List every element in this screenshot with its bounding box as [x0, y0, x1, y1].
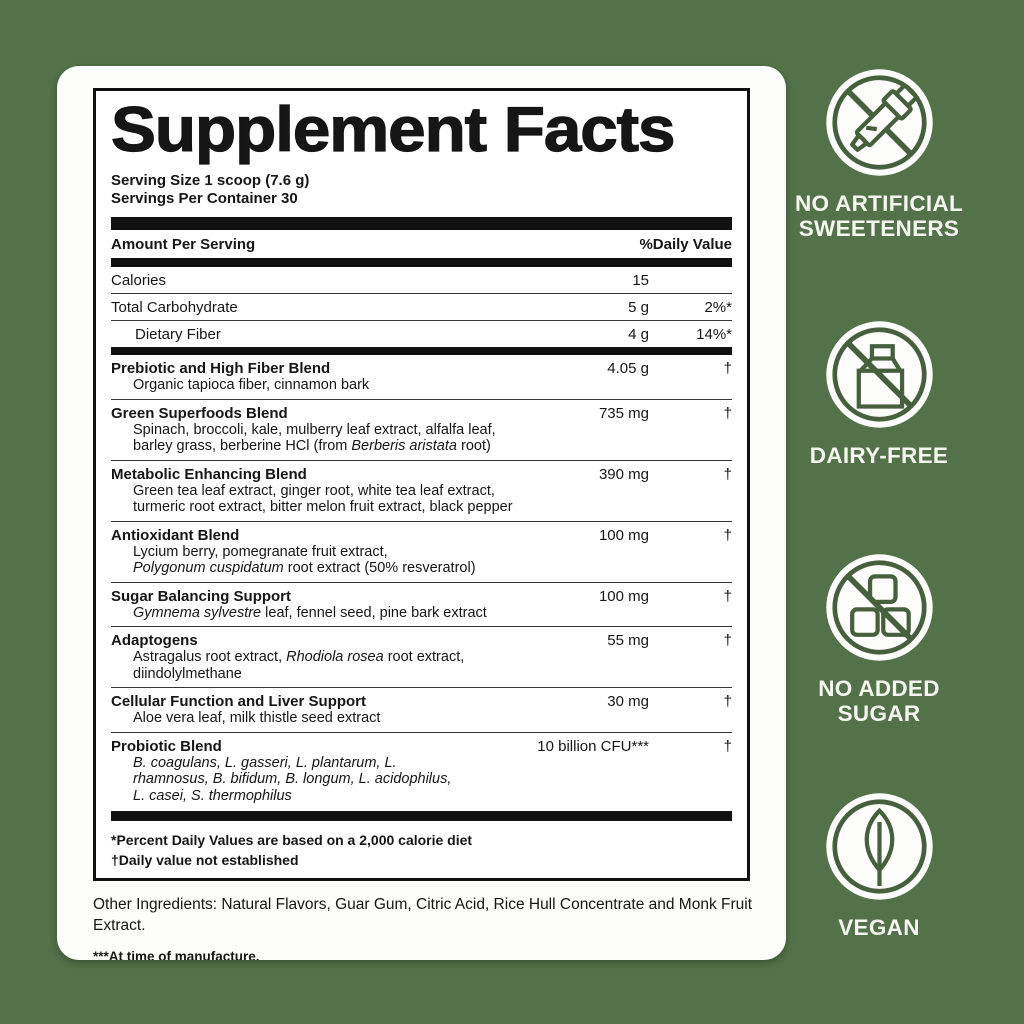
badge-no-added-sugar: NO ADDED SUGAR: [788, 551, 970, 726]
blend-header: Antioxidant Blend 100 mg †: [111, 527, 732, 544]
blend-amt: 4.05 g: [607, 360, 649, 377]
blend-row: Cellular Function and Liver Support 30 mg…: [111, 687, 732, 732]
facts-box: Supplement Facts Serving Size 1 scoop (7…: [93, 88, 750, 881]
footnote-daily-value: †Daily value not established: [111, 852, 299, 868]
blend-ingredients-line: L. casei, S. thermophilus: [133, 787, 292, 804]
nutrient-nname: Calories: [111, 272, 167, 289]
blend-bname: Probiotic Blend: [111, 737, 222, 755]
blend-header: Prebiotic and High Fiber Blend 4.05 g †: [111, 360, 732, 377]
blend-amt: 100 mg: [598, 587, 649, 605]
blend-bname: Green Superfoods Blend: [111, 404, 288, 422]
blend-header: Probiotic Blend 10 billion CFU*** †: [111, 738, 732, 755]
divider-bar-medium: [111, 347, 732, 355]
vegan-icon: [825, 793, 933, 900]
footnote-percent-daily-values: *Percent Daily Values are based on a 2,0…: [111, 832, 473, 848]
nutrient-amt: 15: [632, 272, 649, 289]
blend-amt: 30 mg: [607, 693, 649, 710]
blend-header: Sugar Balancing Support 100 mg †: [111, 588, 732, 605]
blend-header: Green Superfoods Blend 735 mg †: [111, 405, 732, 422]
blend-row: Probiotic Blend 10 billion CFU*** † B. coag…: [111, 731, 732, 810]
blend-row: Antioxidant Blend 100 mg † Lycium berry, po…: [111, 520, 732, 582]
blend-header: Cellular Function and Liver Support 30 mg…: [111, 693, 732, 710]
daily-value-header: %Daily Value: [639, 236, 732, 253]
blend-ingredients-line: Gymnema sylvestre leaf, fennel seed, pin…: [133, 604, 487, 621]
nutrient-dv: 14%*: [696, 326, 732, 343]
badge-label: VEGAN: [838, 915, 920, 940]
nutrient-row: Total Carbohydrate 5 g 2%*: [111, 293, 732, 320]
serving-size: Serving Size 1 scoop (7.6 g): [111, 172, 310, 189]
blend-amt: 390 mg: [598, 465, 649, 483]
blend-dv: †: [723, 632, 732, 649]
blend-ingredients-line: Polygonum cuspidatum root extract (50% r…: [133, 560, 476, 576]
blend-bname: Cellular Function and Liver Support: [111, 693, 367, 710]
blend-ingredients-line: barley grass, berberine HCl (from Berber…: [133, 438, 491, 454]
nutrient-row: Dietary Fiber 4 g 14%*: [111, 320, 732, 347]
nutrient-amt: 5 g: [628, 299, 649, 316]
blend-bname: Adaptogens: [111, 632, 198, 649]
badge-label: NO ARTIFICIAL SWEETENERS: [794, 191, 964, 241]
blend-row: Metabolic Enhancing Blend 390 mg † Green te…: [111, 459, 732, 521]
blend-bname: Metabolic Enhancing Blend: [111, 465, 307, 483]
blend-ingredients-line: B. coagulans, L. gasseri, L. plantarum, …: [133, 754, 397, 771]
divider-bar-thick: [111, 217, 732, 230]
table-header-row: Amount Per Serving %Daily Value: [111, 230, 732, 258]
footnotes: *Percent Daily Values are based on a 2,0…: [111, 830, 732, 870]
blend-header: Metabolic Enhancing Blend 390 mg †: [111, 466, 732, 483]
badge-vegan: VEGAN: [788, 790, 970, 940]
blend-row: Adaptogens 55 mg † Astragalus root extract,…: [111, 626, 732, 687]
nutrient-nname: Dietary Fiber: [135, 326, 221, 343]
blend-ingredients-line: turmeric root extract, bitter melon frui…: [133, 499, 513, 515]
blend-bname: Antioxidant Blend: [111, 526, 240, 544]
no-artificial-sweeteners-icon: [825, 69, 933, 176]
nutrient-rows: Calories 15 Total Carbohydrate 5 g 2%* Dietar…: [111, 267, 732, 347]
blend-amt: 735 mg: [598, 404, 649, 422]
blend-ingredients-line: Astragalus root extract, Rhodiola rosea …: [133, 649, 465, 665]
blend-dv: †: [723, 360, 732, 377]
blend-row: Sugar Balancing Support 100 mg † Gymnema sy…: [111, 581, 732, 627]
servings-per-container: Servings Per Container 30: [111, 190, 298, 207]
blend-row: Green Superfoods Blend 735 mg † Spinach, br…: [111, 398, 732, 460]
nutrient-amt: 4 g: [628, 326, 649, 343]
amount-per-serving-header: Amount Per Serving: [111, 236, 256, 253]
badge-label: NO ADDED SUGAR: [818, 676, 940, 726]
other-ingredients: Other Ingredients: Natural Flavors, Guar…: [93, 896, 752, 934]
blend-ingredients-line: Spinach, broccoli, kale, mulberry leaf e…: [133, 421, 496, 438]
supplement-facts-card: Supplement Facts Serving Size 1 scoop (7…: [57, 66, 786, 960]
badge-label: DAIRY-FREE: [809, 443, 949, 468]
blend-ingredients-line: Lycium berry, pomegranate fruit extract,: [133, 543, 388, 560]
blend-ingredients-line: Aloe vera leaf, milk thistle seed extrac…: [133, 710, 381, 726]
blend-dv: †: [723, 404, 732, 422]
blend-dv: †: [723, 693, 732, 710]
nutrient-nname: Total Carbohydrate: [111, 299, 238, 316]
blend-dv: †: [723, 737, 732, 755]
no-added-sugar-icon: [825, 554, 933, 661]
blend-bname: Prebiotic and High Fiber Blend: [111, 360, 331, 377]
nutrient-dv: 2%*: [704, 299, 732, 316]
blend-rows: Prebiotic and High Fiber Blend 4.05 g † Org…: [111, 355, 732, 809]
nutrient-row: Calories 15: [111, 267, 732, 293]
blend-dv: †: [723, 587, 732, 605]
dairy-free-icon: [825, 321, 933, 428]
manufacture-note: ***At time of manufacture.: [93, 949, 260, 960]
divider-bar-thick: [111, 811, 732, 821]
blend-dv: †: [723, 526, 732, 544]
supplement-facts-title: Supplement Facts: [110, 95, 676, 165]
blend-header: Adaptogens 55 mg †: [111, 632, 732, 649]
blend-ingredients-line: rhamnosus, B. bifidum, B. longum, L. aci…: [133, 771, 452, 787]
blend-amt: 55 mg: [607, 632, 649, 649]
blend-ingredients-line: diindolylmethane: [133, 665, 242, 682]
blend-ingredients-line: Organic tapioca fiber, cinnamon bark: [133, 377, 370, 393]
badge-no-artificial-sweeteners: NO ARTIFICIAL SWEETENERS: [788, 66, 970, 241]
blend-dv: †: [723, 465, 732, 483]
blend-amt: 10 billion CFU***: [537, 737, 649, 755]
blend-row: Prebiotic and High Fiber Blend 4.05 g † Org…: [111, 355, 732, 399]
divider-bar-thick: [111, 258, 732, 267]
blend-bname: Sugar Balancing Support: [111, 587, 292, 605]
blend-ingredients-line: Green tea leaf extract, ginger root, whi…: [133, 482, 495, 499]
badge-dairy-free: DAIRY-FREE: [788, 318, 970, 468]
blend-amt: 100 mg: [598, 526, 649, 544]
